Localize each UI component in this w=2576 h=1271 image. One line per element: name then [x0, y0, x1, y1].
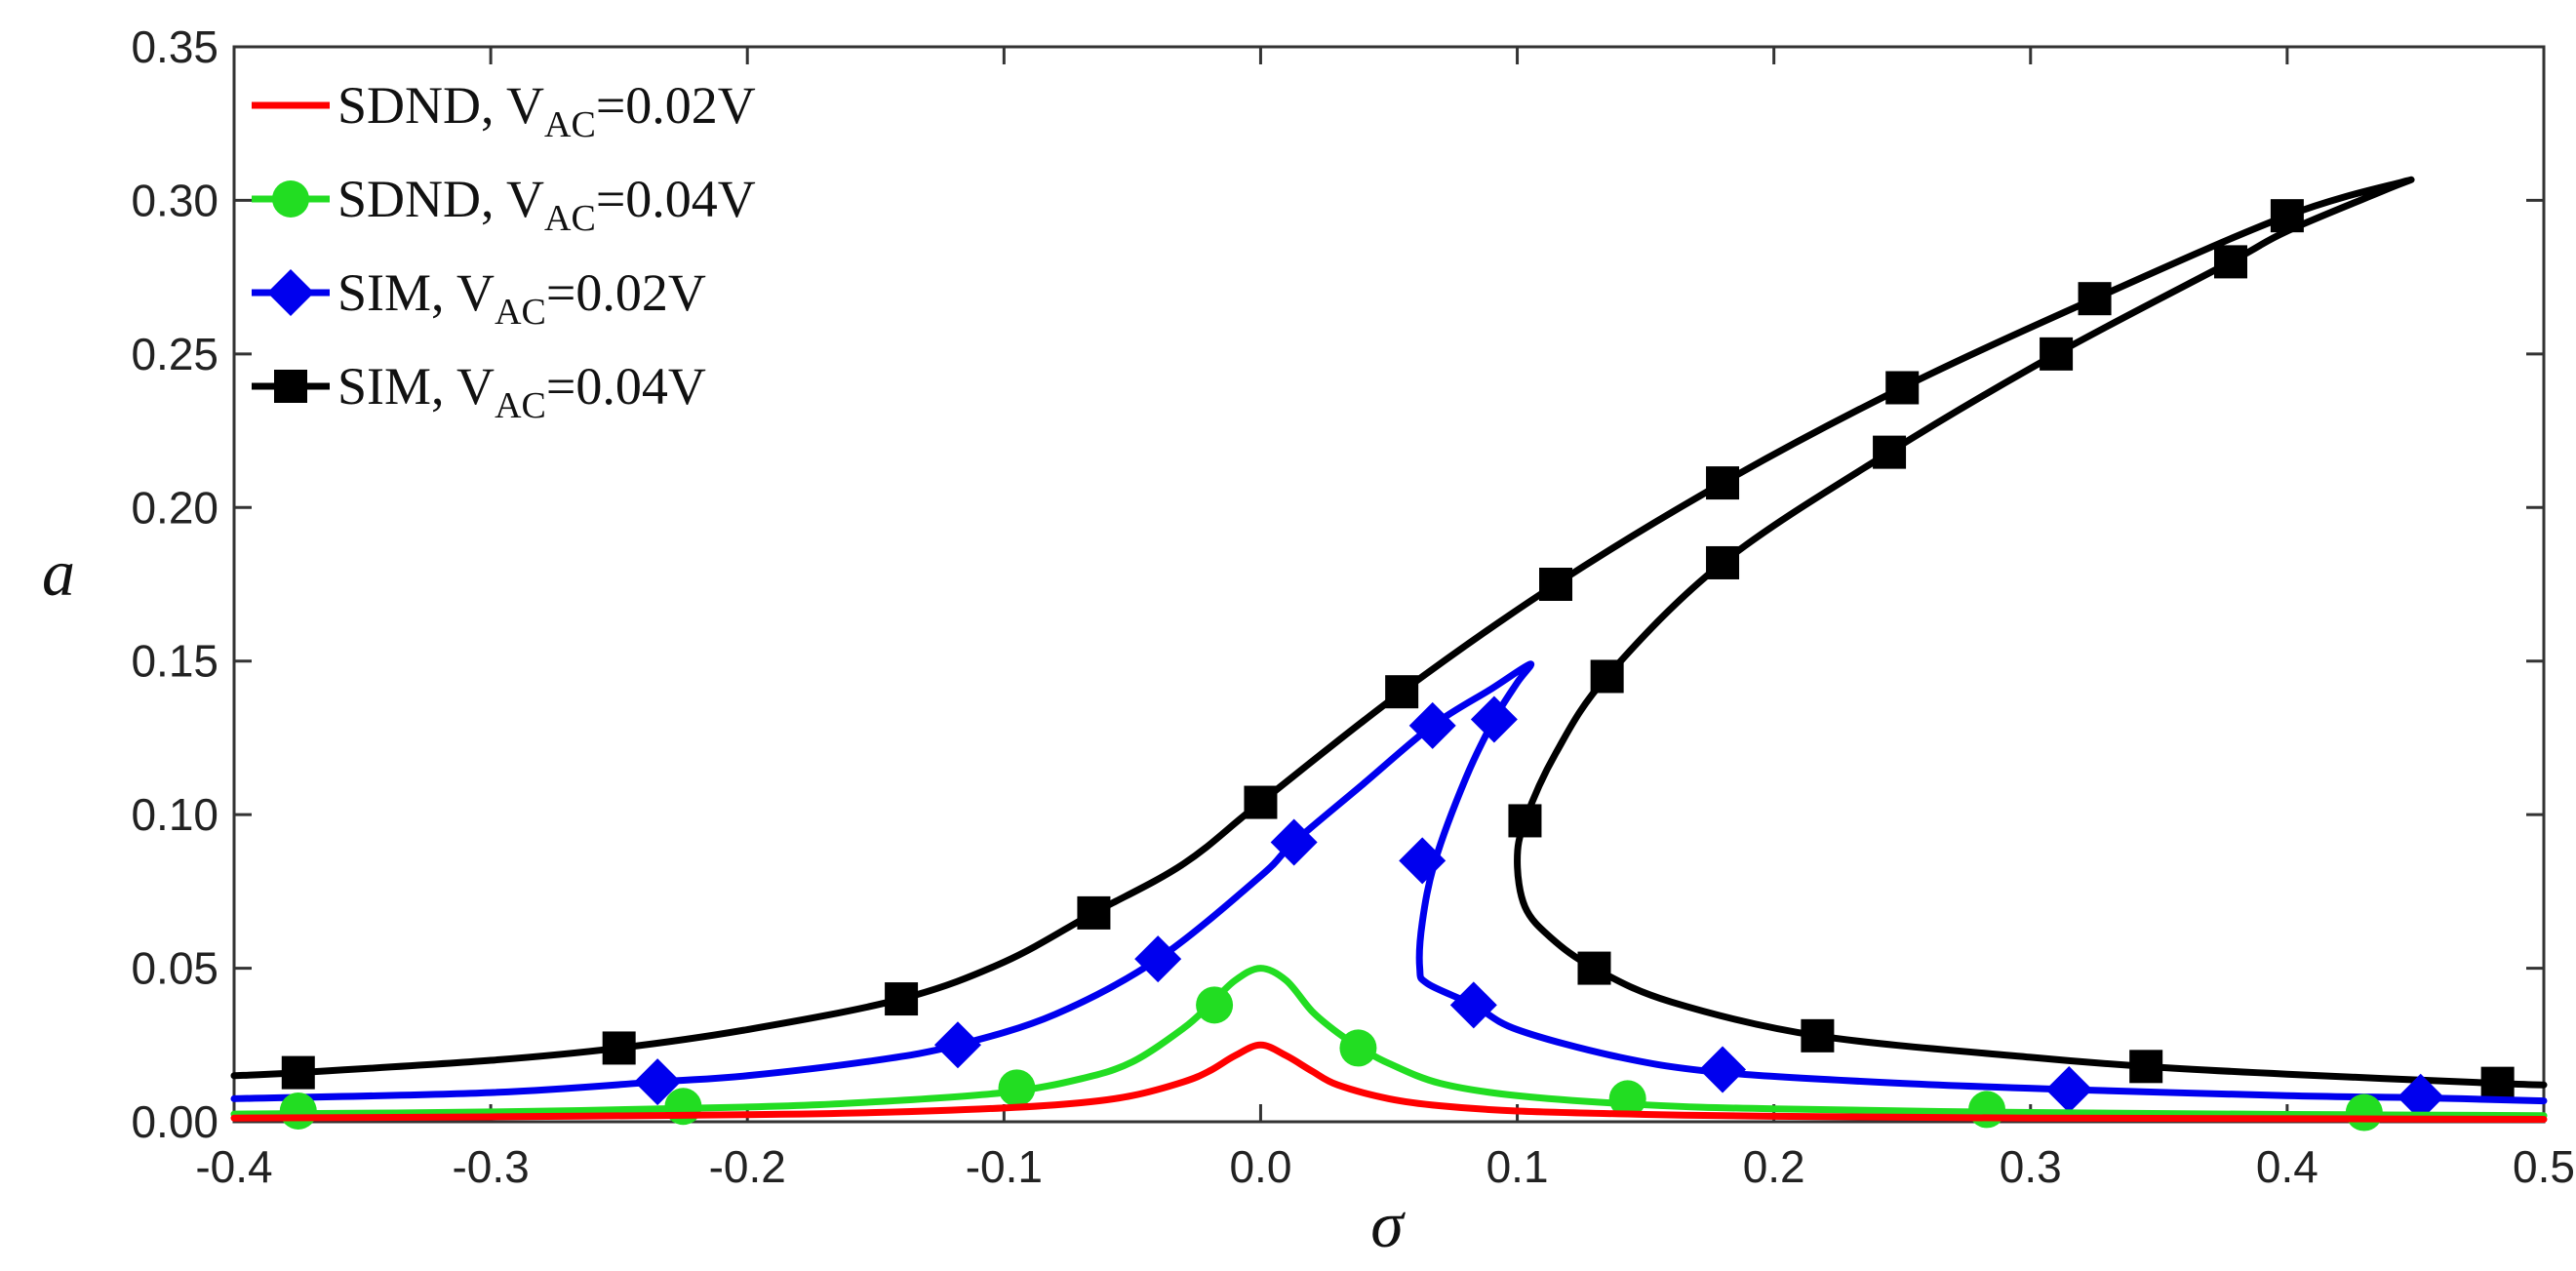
legend-label: SDND, VAC=0.02V	[337, 76, 756, 145]
data-point-sim-004	[2480, 1066, 2515, 1100]
legend-marker	[272, 180, 309, 218]
x-tick-label: 0.5	[2513, 1141, 2575, 1192]
series-sim-002	[230, 660, 2548, 1121]
data-point-sdnd-004	[998, 1069, 1036, 1107]
y-tick-label: 0.20	[131, 482, 218, 533]
series-layer	[230, 176, 2548, 1132]
data-point-sdnd-004	[279, 1092, 317, 1130]
data-point-sim-002	[1408, 701, 1456, 749]
legend-entry-sim-002: SIM, VAC=0.02V	[252, 263, 706, 333]
x-tick-label: 0.3	[2000, 1141, 2062, 1192]
y-tick-label: 0.30	[131, 175, 218, 225]
data-point-sim-002	[1134, 935, 1182, 983]
data-point-sim-004	[602, 1031, 636, 1065]
y-axis: 0.00 0.05 0.10 0.15 0.20 0.25 0.30 0.35	[131, 21, 2544, 1147]
data-point-sim-004	[2040, 337, 2074, 371]
data-point-sim-002	[2397, 1073, 2444, 1121]
x-axis: -0.4 -0.3 -0.2 -0.1 0.0 0.1 0.2 0.3 0.4 0.5	[195, 47, 2575, 1192]
data-point-sim-004	[1539, 568, 1573, 601]
data-point-sim-004	[1385, 675, 1419, 709]
data-point-sim-002	[1270, 818, 1318, 866]
legend-entry-sim-004: SIM, VAC=0.04V	[252, 357, 706, 426]
data-point-sdnd-004	[664, 1088, 702, 1126]
data-point-sim-004	[1706, 545, 1740, 579]
data-point-sdnd-004	[1968, 1091, 2006, 1129]
data-point-sdnd-004	[1196, 986, 1234, 1024]
series-line-sim-004	[230, 176, 2548, 1089]
legend-entry-sdnd-004: SDND, VAC=0.04V	[252, 170, 756, 239]
data-point-sim-004	[1706, 466, 1740, 500]
data-point-sim-004	[1873, 435, 1907, 469]
series-sim-004	[230, 176, 2548, 1100]
data-point-sim-004	[1508, 804, 1542, 838]
legend-entry-sdnd-002: SDND, VAC=0.02V	[252, 76, 756, 145]
data-point-sim-004	[1077, 895, 1111, 930]
data-point-sim-004	[1590, 659, 1624, 694]
y-tick-label: 0.25	[131, 329, 218, 379]
data-point-sim-004	[885, 982, 919, 1016]
data-point-sim-002	[1399, 837, 1447, 885]
legend-label: SIM, VAC=0.02V	[337, 263, 706, 333]
x-tick-label: -0.4	[195, 1141, 272, 1192]
y-tick-label: 0.15	[131, 636, 218, 687]
x-tick-label: 0.4	[2256, 1141, 2318, 1192]
data-point-sim-004	[1885, 371, 1920, 405]
plot-area	[232, 45, 2546, 1124]
data-point-sim-004	[2078, 282, 2112, 316]
data-point-sdnd-004	[1608, 1080, 1646, 1118]
data-point-sim-004	[1577, 951, 1611, 985]
data-point-sim-004	[1244, 785, 1278, 819]
y-axis-label: a	[42, 536, 75, 610]
data-point-sdnd-004	[2345, 1093, 2383, 1132]
series-line-sdnd-004	[230, 965, 2548, 1120]
x-tick-label: 0.2	[1743, 1141, 1805, 1192]
x-tick-label: -0.2	[709, 1141, 786, 1192]
legend-marker	[274, 370, 307, 403]
x-tick-label: 0.0	[1229, 1141, 1291, 1192]
x-tick-label: -0.1	[966, 1141, 1043, 1192]
data-point-sdnd-004	[1339, 1029, 1377, 1067]
data-point-sim-004	[281, 1055, 315, 1090]
x-tick-label: 0.1	[1486, 1141, 1549, 1192]
series-sdnd-002	[230, 1041, 2548, 1123]
y-tick-label: 0.05	[131, 943, 218, 994]
series-line-sdnd-002	[230, 1041, 2548, 1123]
y-tick-label: 0.35	[131, 21, 218, 72]
data-point-sim-004	[1801, 1018, 1835, 1053]
data-point-sim-002	[1449, 981, 1497, 1029]
x-tick-label: -0.3	[452, 1141, 529, 1192]
legend: SDND, VAC=0.02V SDND, VAC=0.04V SIM, VAC=0…	[252, 76, 756, 426]
series-line-sim-002	[230, 660, 2548, 1105]
data-point-sim-002	[634, 1058, 682, 1106]
data-point-sim-004	[2129, 1050, 2163, 1084]
data-point-sim-004	[2214, 245, 2248, 279]
data-point-sim-002	[933, 1021, 981, 1069]
x-axis-label: σ	[1370, 1187, 1406, 1261]
data-point-sim-002	[1699, 1046, 1747, 1093]
y-tick-label: 0.00	[131, 1096, 218, 1147]
y-tick-label: 0.10	[131, 789, 218, 840]
legend-label: SIM, VAC=0.04V	[337, 357, 706, 426]
data-point-sim-002	[1470, 695, 1518, 743]
data-point-sim-002	[2045, 1065, 2093, 1113]
legend-marker	[267, 269, 314, 316]
legend-label: SDND, VAC=0.04V	[337, 170, 756, 239]
data-point-sim-004	[2270, 199, 2304, 233]
